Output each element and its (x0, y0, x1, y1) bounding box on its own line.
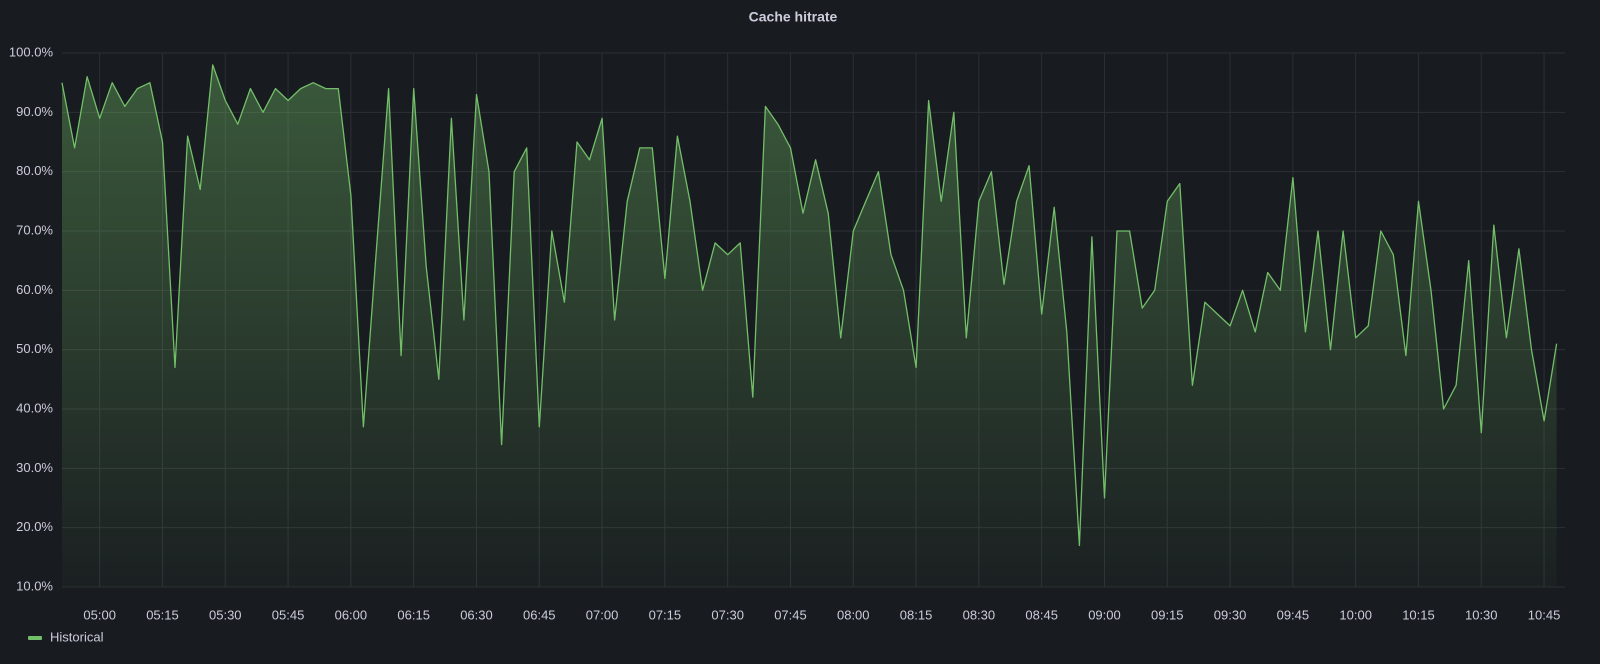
y-tick-label: 70.0% (16, 222, 53, 237)
x-tick-label: 08:30 (963, 607, 996, 622)
x-tick-label: 10:45 (1528, 607, 1561, 622)
y-tick-label: 10.0% (16, 578, 53, 593)
x-tick-label: 06:00 (335, 607, 368, 622)
y-tick-label: 100.0% (9, 44, 54, 59)
chart-title: Cache hitrate (749, 9, 838, 25)
legend-swatch (28, 636, 42, 640)
x-tick-label: 06:45 (523, 607, 556, 622)
x-tick-label: 06:30 (460, 607, 493, 622)
x-tick-label: 09:15 (1151, 607, 1184, 622)
x-tick-label: 10:15 (1402, 607, 1435, 622)
x-tick-label: 05:45 (272, 607, 305, 622)
y-tick-label: 90.0% (16, 104, 53, 119)
x-tick-label: 08:15 (900, 607, 933, 622)
x-tick-label: 07:00 (586, 607, 619, 622)
y-tick-label: 80.0% (16, 163, 53, 178)
legend-label: Historical (50, 629, 104, 644)
y-tick-label: 50.0% (16, 341, 53, 356)
x-tick-label: 05:15 (146, 607, 179, 622)
x-tick-label: 09:00 (1088, 607, 1121, 622)
y-tick-label: 30.0% (16, 460, 53, 475)
x-tick-label: 10:00 (1339, 607, 1372, 622)
x-tick-label: 07:15 (649, 607, 682, 622)
x-tick-label: 07:30 (711, 607, 744, 622)
x-tick-label: 09:45 (1277, 607, 1310, 622)
x-tick-label: 08:45 (1025, 607, 1058, 622)
x-tick-label: 09:30 (1214, 607, 1247, 622)
series-area (62, 64, 1557, 587)
y-tick-label: 40.0% (16, 400, 53, 415)
x-tick-label: 06:15 (397, 607, 430, 622)
x-tick-label: 08:00 (837, 607, 870, 622)
x-tick-label: 05:30 (209, 607, 242, 622)
series-line (61, 64, 1558, 547)
x-tick-label: 07:45 (774, 607, 807, 622)
x-tick-label: 10:30 (1465, 607, 1498, 622)
y-tick-label: 60.0% (16, 282, 53, 297)
y-tick-label: 20.0% (16, 519, 53, 534)
x-tick-label: 05:00 (83, 607, 116, 622)
